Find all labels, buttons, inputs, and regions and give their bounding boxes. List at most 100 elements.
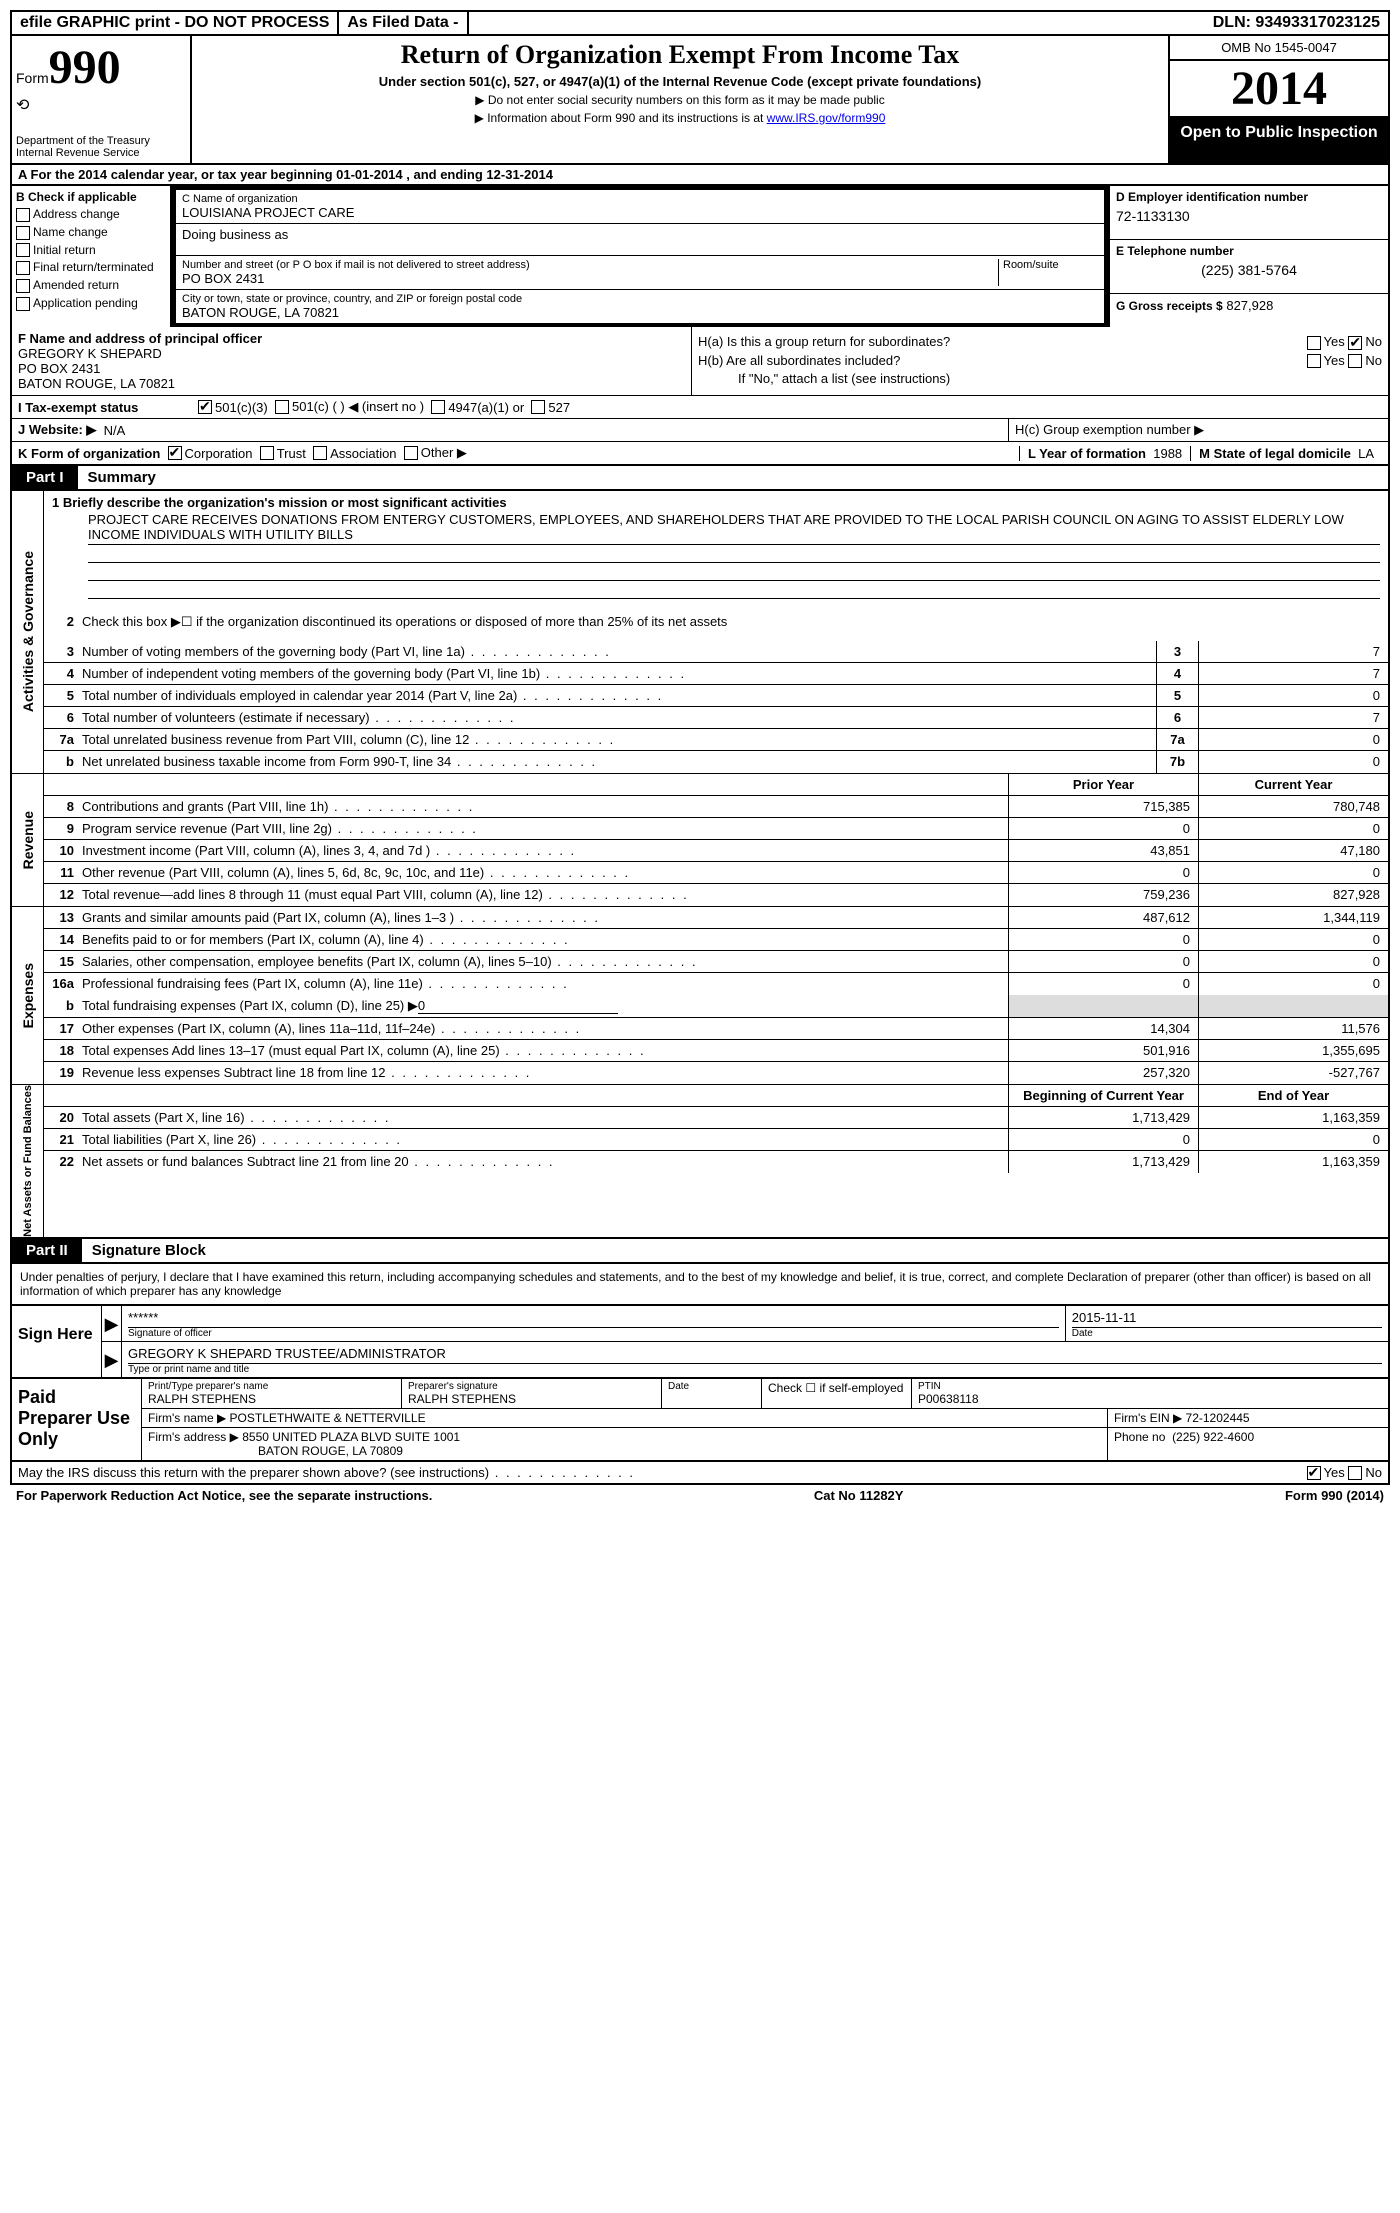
hc-group-exemption: H(c) Group exemption number ▶ <box>1008 419 1388 441</box>
row-i-tax-status: I Tax-exempt status 501(c)(3) 501(c) ( )… <box>10 396 1390 419</box>
city-cell: City or town, state or province, country… <box>176 290 1104 323</box>
na-col-headers: Beginning of Current Year End of Year <box>44 1085 1388 1107</box>
dept-treasury: Department of the Treasury <box>16 135 186 147</box>
header-left: Form990 ⟲ Department of the Treasury Int… <box>12 36 192 163</box>
chk-527[interactable] <box>531 400 545 414</box>
line-20: 20 Total assets (Part X, line 16) 1,713,… <box>44 1107 1388 1129</box>
chk-discuss-no[interactable] <box>1348 1466 1362 1480</box>
line-16b: b Total fundraising expenses (Part IX, c… <box>44 995 1388 1018</box>
chk-initial-return[interactable]: Initial return <box>16 243 166 258</box>
line-16a: 16a Professional fundraising fees (Part … <box>44 973 1388 995</box>
self-employed-check[interactable]: Check ☐ if self-employed <box>762 1379 912 1408</box>
header-right: OMB No 1545-0047 2014 Open to Public Ins… <box>1168 36 1388 163</box>
chk-4947[interactable] <box>431 400 445 414</box>
chk-pending[interactable]: Application pending <box>16 296 166 311</box>
page-footer: For Paperwork Reduction Act Notice, see … <box>10 1485 1390 1506</box>
side-label-expenses: Expenses <box>12 907 44 1084</box>
line-7a: 7a Total unrelated business revenue from… <box>44 729 1388 751</box>
hdr-end-year: End of Year <box>1198 1085 1388 1106</box>
paid-preparer-label: Paid Preparer Use Only <box>12 1379 142 1460</box>
omb-number: OMB No 1545-0047 <box>1170 36 1388 61</box>
efile-notice: efile GRAPHIC print - DO NOT PROCESS <box>12 12 339 34</box>
firm-phone: Phone no (225) 922-4600 <box>1108 1428 1388 1460</box>
activities-governance-section: Activities & Governance 1 Briefly descri… <box>10 491 1390 774</box>
row-k-form-org: K Form of organization Corporation Trust… <box>10 442 1390 466</box>
signature-date: 2015-11-11 Date <box>1066 1306 1388 1341</box>
chk-association[interactable] <box>313 446 327 460</box>
line-4: 4 Number of independent voting members o… <box>44 663 1388 685</box>
line-8: 8 Contributions and grants (Part VIII, l… <box>44 796 1388 818</box>
irs-link[interactable]: www.IRS.gov/form990 <box>767 111 886 125</box>
line-18: 18 Total expenses Add lines 13–17 (must … <box>44 1040 1388 1062</box>
hb-note: If "No," attach a list (see instructions… <box>698 371 1382 386</box>
hb-line: H(b) Are all subordinates included? Yes … <box>698 353 1382 369</box>
chk-discuss-yes[interactable] <box>1307 1466 1321 1480</box>
open-inspection: Open to Public Inspection <box>1170 118 1388 163</box>
chk-corporation[interactable] <box>168 446 182 460</box>
column-b-checkboxes: B Check if applicable Address change Nam… <box>12 186 172 327</box>
form-subtitle: Under section 501(c), 527, or 4947(a)(1)… <box>202 74 1158 89</box>
discuss-with-preparer: May the IRS discuss this return with the… <box>10 1462 1390 1486</box>
hdr-beginning-year: Beginning of Current Year <box>1008 1085 1198 1106</box>
line-2: 2 Check this box ▶☐ if the organization … <box>44 603 1388 641</box>
ptin: PTIN P00638118 <box>912 1379 1388 1408</box>
hdr-prior-year: Prior Year <box>1008 774 1198 795</box>
chk-address-change[interactable]: Address change <box>16 207 166 222</box>
revenue-col-headers: Prior Year Current Year <box>44 774 1388 796</box>
header-center: Return of Organization Exempt From Incom… <box>192 36 1168 163</box>
officer-signature: ****** Signature of officer <box>122 1306 1066 1341</box>
sign-here-label: Sign Here <box>12 1306 102 1377</box>
part-1-title: Summary <box>78 466 166 489</box>
line-10: 10 Investment income (Part VIII, column … <box>44 840 1388 862</box>
part-1-num: Part I <box>12 466 78 489</box>
column-d-ein: D Employer identification number 72-1133… <box>1108 186 1388 327</box>
net-assets-section: Net Assets or Fund Balances Beginning of… <box>10 1085 1390 1239</box>
arrow-icon: ▶ <box>102 1306 122 1341</box>
line-13: 13 Grants and similar amounts paid (Part… <box>44 907 1388 929</box>
chk-amended[interactable]: Amended return <box>16 278 166 293</box>
paid-preparer-block: Paid Preparer Use Only Print/Type prepar… <box>10 1378 1390 1462</box>
dba-cell: Doing business as <box>176 224 1104 256</box>
part-2-title: Signature Block <box>82 1239 216 1262</box>
line-9: 9 Program service revenue (Part VIII, li… <box>44 818 1388 840</box>
line-17: 17 Other expenses (Part IX, column (A), … <box>44 1018 1388 1040</box>
form-header: Form990 ⟲ Department of the Treasury Int… <box>10 36 1390 165</box>
col-b-header: B Check if applicable <box>16 190 166 204</box>
row-a-tax-year: A For the 2014 calendar year, or tax yea… <box>10 165 1390 186</box>
chk-final-return[interactable]: Final return/terminated <box>16 260 166 275</box>
line-19: 19 Revenue less expenses Subtract line 1… <box>44 1062 1388 1084</box>
line-15: 15 Salaries, other compensation, employe… <box>44 951 1388 973</box>
line-6: 6 Total number of volunteers (estimate i… <box>44 707 1388 729</box>
cat-number: Cat No 11282Y <box>814 1488 904 1503</box>
chk-trust[interactable] <box>260 446 274 460</box>
section-fh: F Name and address of principal officer … <box>10 327 1390 396</box>
line-14: 14 Benefits paid to or for members (Part… <box>44 929 1388 951</box>
column-c-org-info: C Name of organization LOUISIANA PROJECT… <box>172 186 1108 327</box>
expenses-section: Expenses 13 Grants and similar amounts p… <box>10 907 1390 1085</box>
group-return: H(a) Is this a group return for subordin… <box>692 327 1388 395</box>
irs: Internal Revenue Service <box>16 147 186 159</box>
chk-other[interactable] <box>404 446 418 460</box>
side-label-ag: Activities & Governance <box>12 491 44 773</box>
part-2-header: Part II Signature Block <box>10 1239 1390 1264</box>
revenue-section: Revenue Prior Year Current Year 8 Contri… <box>10 774 1390 907</box>
address-cell: Number and street (or P O box if mail is… <box>176 256 1104 290</box>
org-name-cell: C Name of organization LOUISIANA PROJECT… <box>176 190 1104 224</box>
paperwork-notice: For Paperwork Reduction Act Notice, see … <box>16 1488 432 1503</box>
ha-line: H(a) Is this a group return for subordin… <box>698 334 1382 350</box>
preparer-signature: Preparer's signature RALPH STEPHENS <box>402 1379 662 1408</box>
side-label-net-assets: Net Assets or Fund Balances <box>12 1085 44 1237</box>
form-number: 990 <box>49 41 121 94</box>
tax-year: 2014 <box>1170 61 1388 118</box>
officer-name: GREGORY K SHEPARD TRUSTEE/ADMINISTRATOR … <box>122 1342 1388 1377</box>
chk-501c3[interactable] <box>198 400 212 414</box>
principal-officer: F Name and address of principal officer … <box>12 327 692 395</box>
form-version: Form 990 (2014) <box>1285 1488 1384 1503</box>
ein-cell: D Employer identification number 72-1133… <box>1110 186 1388 240</box>
chk-name-change[interactable]: Name change <box>16 225 166 240</box>
chk-501c[interactable] <box>275 400 289 414</box>
note-info: ▶ Information about Form 990 and its ins… <box>202 111 1158 125</box>
as-filed: As Filed Data - <box>339 12 468 34</box>
firm-name: Firm's name ▶ POSTLETHWAITE & NETTERVILL… <box>142 1409 1108 1427</box>
line-3: 3 Number of voting members of the govern… <box>44 641 1388 663</box>
